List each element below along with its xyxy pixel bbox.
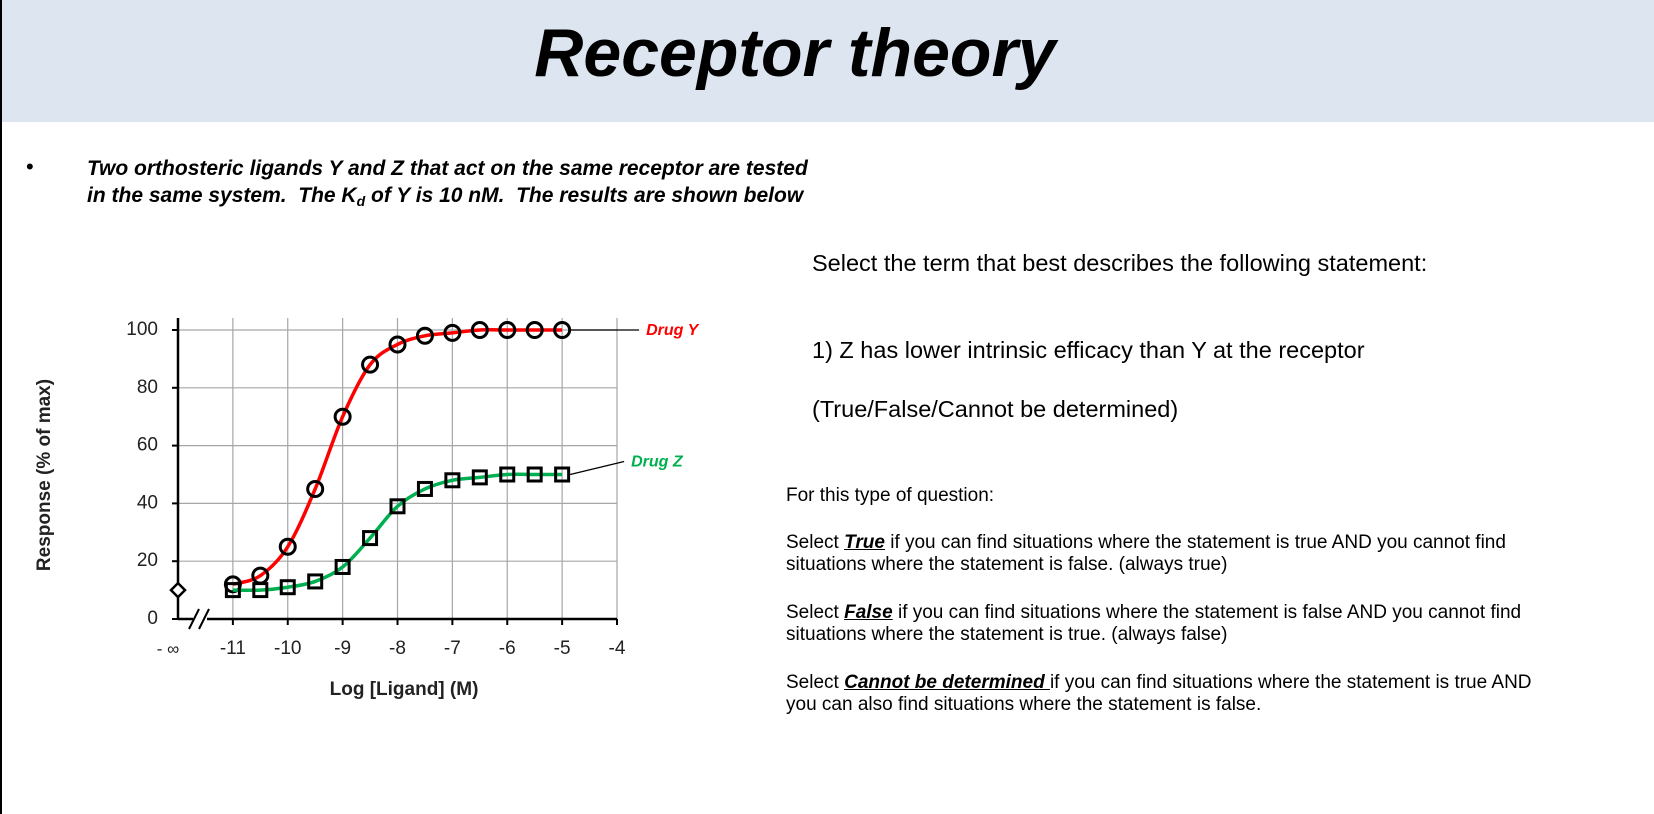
y-axis-title: Response (% of max) — [34, 379, 55, 571]
marker — [333, 407, 352, 426]
y-tick-label: 40 — [137, 492, 158, 513]
item-text: Select — [786, 602, 845, 623]
marker — [416, 480, 433, 497]
marker — [389, 498, 406, 515]
marker — [334, 558, 351, 575]
marker — [526, 466, 543, 483]
x-tick-label: -11 — [220, 638, 246, 659]
item-text: if you can find situations where the sta… — [786, 602, 1522, 645]
item-text: if you can find situations where the sta… — [786, 532, 1506, 575]
marker — [470, 321, 489, 339]
plot: 0 20 40 60 80 100 -11 -10 -9 -8 -7 -6 -5 -4 - ∞ Log [Li… — [34, 318, 700, 700]
marker — [499, 466, 516, 483]
x-tick-label: -9 — [334, 638, 351, 659]
marker — [498, 321, 517, 339]
x-tick-label: - ∞ — [157, 639, 180, 658]
x-tick-label: -7 — [444, 638, 461, 659]
instruction-item: Select True if you can find situations w… — [786, 532, 1546, 576]
question-statement: 1) Z has lower intrinsic efficacy than Y… — [812, 337, 1365, 363]
marker — [278, 537, 297, 556]
legend-label: Drug Y — [646, 322, 699, 339]
axis-break — [188, 608, 200, 630]
item-term: True — [844, 532, 885, 553]
item-term: Cannot be determined — [844, 672, 1050, 693]
question-options: (True/False/Cannot be determined) — [812, 396, 1179, 422]
series-line — [232, 328, 563, 587]
y-tick-label: 0 — [147, 608, 158, 629]
x-tick-label: -6 — [499, 638, 516, 659]
marker — [444, 472, 461, 489]
marker — [252, 582, 269, 599]
marker — [361, 355, 380, 374]
marker — [306, 479, 325, 498]
marker — [224, 582, 241, 599]
marker — [415, 326, 434, 345]
x-axis-title: Log [Ligand] (M) — [330, 679, 479, 700]
marker — [307, 573, 324, 590]
x-tick-label: -5 — [554, 638, 571, 659]
marker — [362, 530, 379, 547]
series-line — [232, 472, 563, 593]
y-tick-label: 80 — [137, 377, 158, 398]
legend-label: Drug Z — [631, 454, 684, 471]
x-tick-label: -4 — [609, 638, 626, 659]
y-tick-label: 100 — [126, 319, 158, 340]
item-text: if you can find situations where the sta… — [786, 672, 1532, 715]
bullet-marker: • — [26, 154, 34, 179]
axis-break — [198, 608, 210, 630]
instruction-item: Select False if you can find situations … — [786, 602, 1546, 646]
marker — [553, 321, 572, 339]
instruction-item: Select Cannot be determined if you can f… — [786, 672, 1546, 716]
item-text: Select — [786, 532, 845, 553]
bullet-line: Two orthosteric ligands Y and Z that act… — [87, 157, 808, 180]
instructions-intro: For this type of question: — [786, 485, 995, 506]
marker — [388, 335, 407, 354]
marker — [443, 323, 462, 342]
bullet-line: of Y is 10 nM. The results are shown bel… — [365, 184, 804, 207]
y-tick-label: 20 — [137, 550, 158, 571]
y-tick-label: 60 — [137, 435, 158, 456]
x-tick-label: -10 — [274, 638, 301, 659]
bullet-line: in the same system. The K — [87, 184, 357, 207]
marker — [279, 579, 296, 596]
marker — [554, 466, 571, 483]
basal-marker — [169, 581, 187, 599]
slide-title: Receptor theory — [534, 15, 1056, 91]
axis-break-gap — [193, 615, 207, 623]
item-term: False — [844, 602, 893, 623]
legend-leader — [569, 460, 625, 476]
header-band — [0, 0, 1654, 122]
question-prompt: Select the term that best describes the … — [812, 250, 1428, 276]
subscript: d — [356, 193, 366, 209]
bullet-text: Two orthosteric ligands Y and Z that act… — [87, 155, 808, 215]
marker — [471, 469, 488, 486]
item-text: Select — [786, 672, 845, 693]
x-tick-label: -8 — [389, 638, 406, 659]
marker — [525, 321, 544, 339]
